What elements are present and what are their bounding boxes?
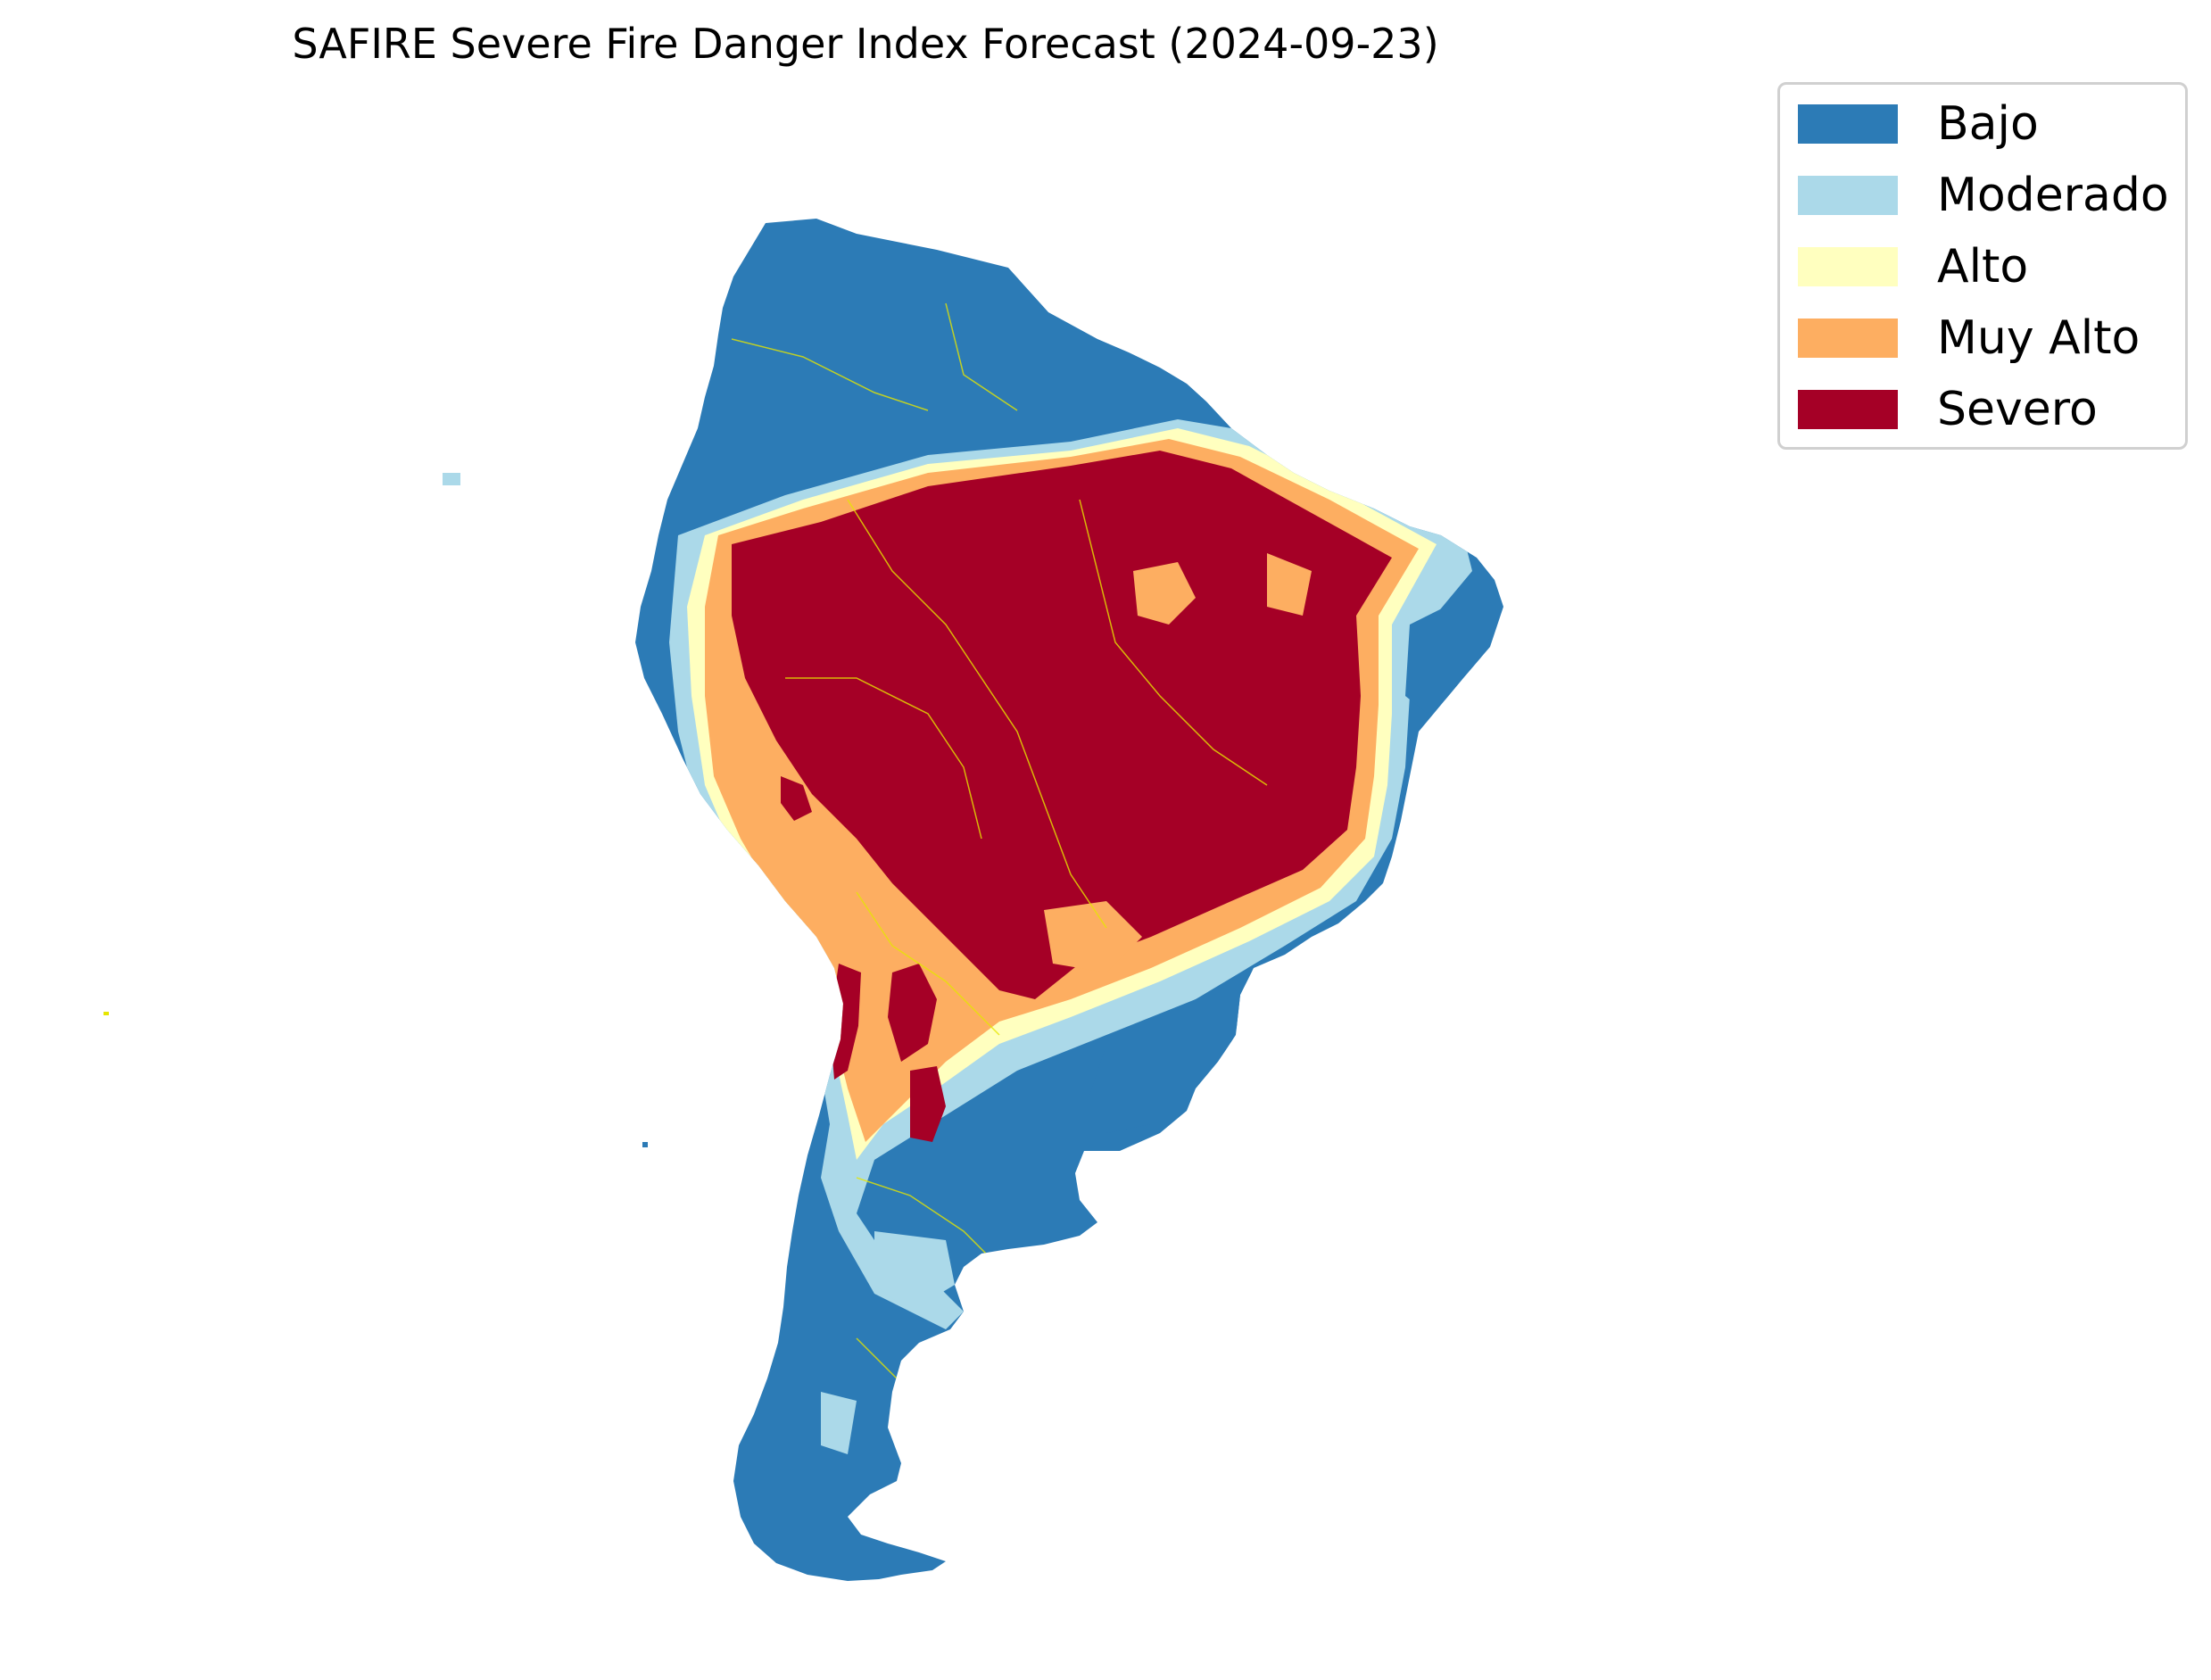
map-land <box>635 219 1503 1581</box>
zone-moderado-south-1 <box>874 1231 955 1312</box>
legend-item-muy-alto: Muy Alto <box>1798 311 2140 365</box>
legend-item-bajo: Bajo <box>1798 97 2039 151</box>
legend-label: Muy Alto <box>1937 311 2141 365</box>
legend: Bajo Moderado Alto Muy Alto Severo <box>1777 82 2188 450</box>
map-title: SAFIRE Severe Fire Danger Index Forecast… <box>292 20 1439 68</box>
zone-bajo-se <box>1089 964 1267 1133</box>
legend-item-alto: Alto <box>1798 240 2028 294</box>
zone-moderado-south-2 <box>821 1392 857 1454</box>
legend-label: Moderado <box>1937 169 2169 222</box>
legend-label: Severo <box>1937 383 2098 436</box>
legend-swatch <box>1798 247 1898 286</box>
zone-muy-alto-ne-1 <box>1133 562 1196 625</box>
country-borders <box>731 302 1268 1411</box>
legend-swatch <box>1798 176 1898 215</box>
legend-swatch <box>1798 319 1898 358</box>
zone-severo <box>732 451 1392 999</box>
legend-swatch <box>1798 390 1898 429</box>
zone-severo-andes-2 <box>888 964 937 1062</box>
legend-item-moderado: Moderado <box>1798 169 2169 222</box>
zone-severo-nw <box>781 776 812 821</box>
island-marks <box>104 473 648 1147</box>
legend-swatch <box>1798 104 1898 144</box>
zone-muy-alto-se <box>1044 901 1142 972</box>
legend-label: Alto <box>1937 240 2029 294</box>
legend-label: Bajo <box>1937 97 2039 151</box>
zone-bajo-ne-coast <box>1405 589 1499 714</box>
zone-muy-alto-ne-2 <box>1267 553 1312 616</box>
legend-item-severo: Severo <box>1798 383 2098 436</box>
zone-severo-andes-3 <box>910 1066 946 1142</box>
